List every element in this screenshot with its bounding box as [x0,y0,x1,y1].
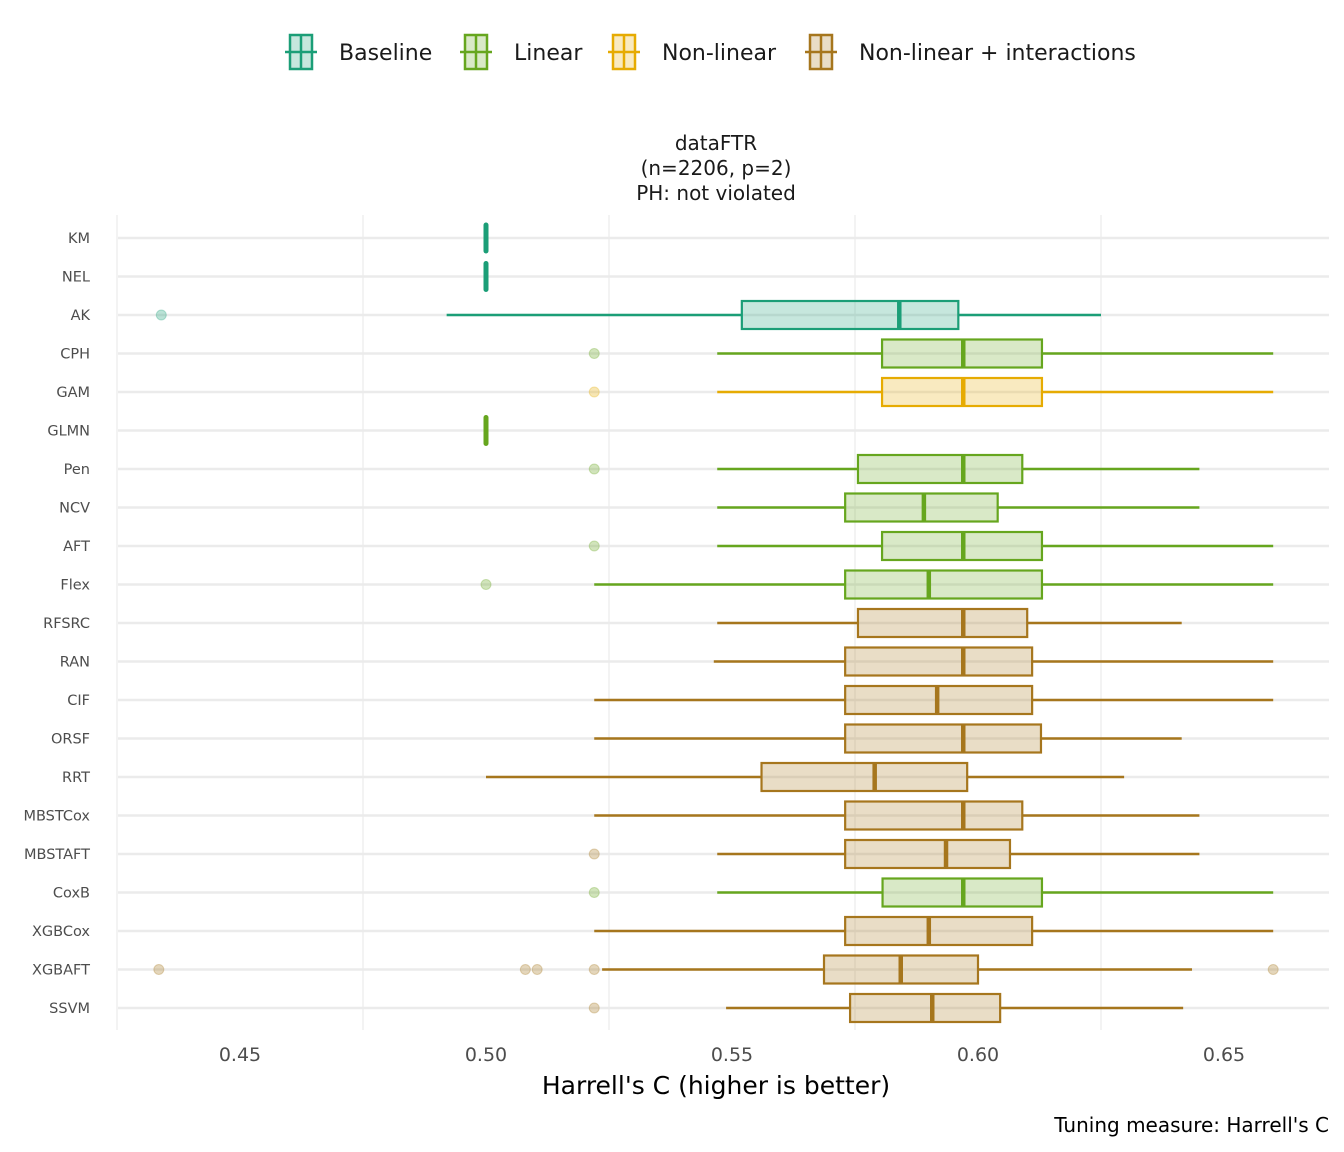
box-iqr [760,761,969,793]
x-tick-label: 0.60 [957,1044,999,1066]
y-tick-label: Pen [64,462,90,478]
facet-title-line-3: PH: not violated [636,181,796,205]
box-ssvm [588,992,1184,1024]
x-axis: 0.45 0.50 0.55 0.60 0.65 [219,1044,1245,1066]
facet-title-line-2: (n=2206, p=2) [641,156,792,180]
y-tick-label: ORSF [51,732,90,748]
x-tick-label: 0.45 [219,1044,261,1066]
box-iqr [856,453,1024,485]
outlier-point [519,964,531,975]
outlier-point [588,1002,600,1014]
box-rrt [486,761,1125,793]
legend: Baseline Linear Non-linear Non-linear + int… [285,33,1136,71]
box-iqr [740,299,960,331]
outlier-point [588,540,600,552]
y-axis: KM NEL AK CPH GAM GLMN Pen NCV AFT Flex RFSRC RAN CI… [23,231,90,1017]
y-tick-label: MBSTAFT [24,847,90,863]
y-tick-label: RAN [60,655,90,671]
box-cif [594,684,1274,716]
x-axis-label: Harrell's C (higher is better) [542,1071,890,1100]
box-gam [588,376,1274,408]
outlier-point [588,348,600,359]
box-ak [155,299,1101,331]
y-tick-label: XGBAFT [32,963,90,979]
box-iqr [844,569,1044,600]
outlier-point [531,964,543,975]
x-tick-label: 0.50 [465,1044,507,1066]
y-tick-label: XGBCox [32,924,90,940]
box-mbstaft [588,838,1200,870]
legend-item-non-linear: Non-linear [608,33,777,71]
box-iqr [844,492,999,523]
box-coxb [588,877,1274,908]
box-iqr [844,723,1043,754]
x-tick-label: 0.55 [711,1044,753,1066]
box-flex [480,569,1274,600]
box-xgbaft [153,954,1279,985]
y-tick-label: GLMN [47,424,90,440]
box-orsf [594,723,1182,754]
legend-label: Linear [514,41,583,66]
legend-item-non-linear-interactions: Non-linear + interactions [805,33,1136,71]
box-iqr [856,607,1029,639]
y-tick-label: GAM [56,385,90,401]
y-tick-label: CoxB [53,886,90,902]
box-aft [588,530,1274,562]
caption: Tuning measure: Harrell's C [1053,1113,1329,1137]
box-rfsrc [717,607,1182,639]
y-tick-label: NEL [62,270,90,286]
y-tick-label: SSVM [49,1001,90,1017]
box-xgbcox [594,915,1274,947]
outlier-point [1267,964,1279,975]
y-tick-label: RFSRC [43,616,90,632]
boxes [153,222,1279,1024]
facet-title-line-1: dataFTR [675,131,757,155]
box-ncv [717,492,1200,523]
box-ran [713,646,1274,677]
outlier-point [588,887,600,898]
outlier-point [588,463,600,475]
box-pen [588,453,1200,485]
outlier-point [153,964,165,975]
legend-label: Baseline [339,41,432,66]
y-tick-label: AFT [63,539,90,555]
legend-label: Non-linear [662,41,777,66]
x-tick-label: 0.65 [1203,1044,1245,1066]
y-tick-label: Flex [60,578,90,594]
outlier-point [588,848,600,860]
box-iqr [844,800,1024,831]
legend-label: Non-linear + interactions [859,41,1136,66]
box-cph [588,338,1274,369]
box-iqr [844,646,1034,677]
outlier-point [588,964,600,975]
y-tick-label: NCV [59,501,90,517]
facet-title: dataFTR (n=2206, p=2) PH: not violated [636,131,796,205]
outlier-point [480,579,492,590]
box-iqr [844,915,1034,947]
legend-item-linear: Linear [460,33,583,71]
legend-item-baseline: Baseline [285,33,432,71]
box-iqr [848,992,1002,1024]
y-tick-label: KM [68,231,90,247]
box-iqr [844,838,1012,870]
y-tick-label: AK [71,308,91,324]
box-mbstcox [594,800,1200,831]
outlier-point [155,309,167,321]
outlier-point [588,386,600,398]
y-tick-label: MBSTCox [23,809,90,825]
y-tick-label: CPH [60,347,90,363]
y-tick-label: RRT [62,770,90,786]
y-tick-label: CIF [67,693,90,709]
